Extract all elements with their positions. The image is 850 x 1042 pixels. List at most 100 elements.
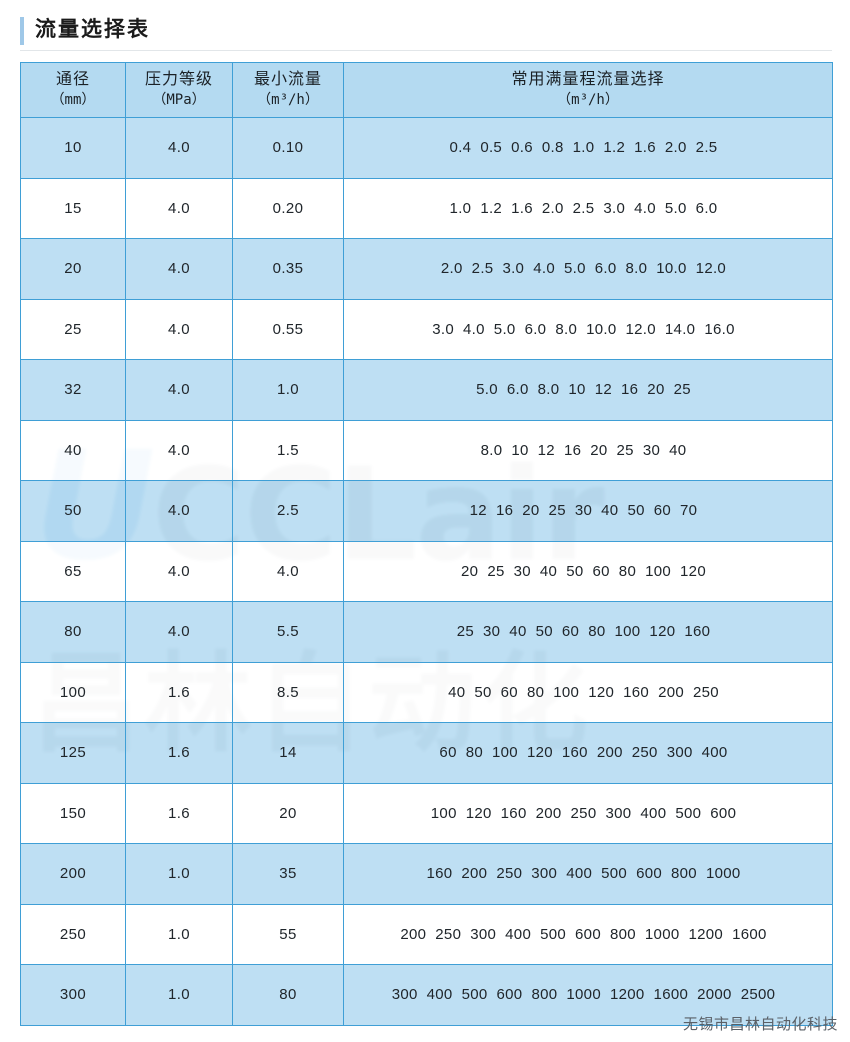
cell-minimum-flow: 14 <box>232 722 344 784</box>
cell-nominal-diameter: 150 <box>20 782 126 844</box>
flow-range-value: 80 <box>618 562 637 580</box>
flow-range-value: 100 <box>492 744 518 762</box>
flow-range-value: 500 <box>601 865 628 883</box>
flow-range-value: 600 <box>636 865 663 883</box>
cell-nominal-diameter: 250 <box>20 903 126 965</box>
cell-flow-range-list: 8.0 10 12 16 20 25 30 40 <box>343 419 833 481</box>
flow-range-value: 6.0 <box>695 199 718 217</box>
flow-range-value: 1.0 <box>572 139 595 157</box>
flow-range-value: 300 <box>666 744 693 762</box>
flow-range-value: 50 <box>627 502 645 520</box>
title-divider <box>20 50 832 51</box>
cell-pressure-rating: 1.0 <box>125 843 233 905</box>
table-body: 10 4.0 0.10 0.4 0.5 0.6 0.8 1.0 1.2 1.6 2.0 2.5 15 4.… <box>20 117 833 1026</box>
cell-minimum-flow: 1.0 <box>232 359 344 421</box>
flow-range-value: 200 <box>596 744 623 762</box>
flow-range-value: 300 <box>605 804 632 822</box>
table-row: 25 4.0 0.55 3.0 4.0 5.0 6.0 8.0 10.0 12.0 14.0 16.0 <box>20 298 833 360</box>
flow-range-value: 160 <box>561 744 588 762</box>
flow-range-value: 40 <box>539 562 558 580</box>
cell-pressure-rating: 4.0 <box>125 359 233 421</box>
cell-minimum-flow: 20 <box>232 782 344 844</box>
cell-minimum-flow: 55 <box>232 903 344 965</box>
cell-minimum-flow: 35 <box>232 843 344 905</box>
flow-range-value: 3.0 <box>502 260 525 278</box>
cell-pressure-rating: 1.0 <box>125 903 233 965</box>
column-header-minimum-flow: 最小流量 （m³/h） <box>232 62 344 118</box>
table-row: 32 4.0 1.0 5.0 6.0 8.0 10 12 16 20 25 <box>20 359 833 421</box>
flow-range-value: 8.0 <box>537 381 560 399</box>
flow-range-value: 6.0 <box>524 320 547 338</box>
cell-nominal-diameter: 80 <box>20 601 126 663</box>
flow-range-value: 40 <box>448 683 466 701</box>
flow-range-value: 0.4 <box>449 139 472 157</box>
flow-range-value: 16 <box>495 502 514 520</box>
cell-minimum-flow: 2.5 <box>232 480 344 542</box>
flow-range-value: 30 <box>483 623 501 641</box>
cell-pressure-rating: 4.0 <box>125 540 233 602</box>
cell-nominal-diameter: 125 <box>20 722 126 784</box>
flow-range-value: 800 <box>671 865 697 883</box>
column-header-nominal-diameter-unit: （mm） <box>50 92 96 108</box>
flow-range-value: 120 <box>465 804 492 822</box>
cell-minimum-flow: 4.0 <box>232 540 344 602</box>
flow-range-value: 300 <box>391 986 418 1004</box>
flow-range-value: 300 <box>470 925 497 943</box>
flow-selection-table: 通径 （mm） 压力等级 （MPa） 最小流量 （m³/h） 常用满量程流量选择… <box>20 62 833 1026</box>
cell-flow-range-list: 2.0 2.5 3.0 4.0 5.0 6.0 8.0 10.0 12.0 <box>343 238 833 300</box>
flow-range-value: 80 <box>588 623 606 641</box>
flow-range-value: 200 <box>400 925 427 943</box>
flow-range-value: 500 <box>461 986 488 1004</box>
flow-range-value: 10 <box>568 381 586 399</box>
flow-range-value: 2500 <box>740 986 776 1004</box>
flow-range-value: 120 <box>526 744 553 762</box>
cell-flow-range-list: 25 30 40 50 60 80 100 120 160 <box>343 601 833 663</box>
cell-pressure-rating: 1.6 <box>125 661 233 723</box>
page-header: 流量选择表 <box>0 14 850 52</box>
flow-range-value: 0.5 <box>480 139 503 157</box>
flow-range-value: 250 <box>435 925 462 943</box>
flow-range-value: 50 <box>474 683 492 701</box>
flow-range-value: 2.0 <box>664 139 687 157</box>
flow-range-value: 20 <box>461 562 479 580</box>
flow-range-value: 25 <box>487 562 505 580</box>
flow-range-value: 5.0 <box>476 381 498 399</box>
cell-nominal-diameter: 15 <box>20 177 126 239</box>
flow-range-value: 20 <box>522 502 540 520</box>
column-header-pressure-rating-unit: （MPa） <box>152 92 206 108</box>
flow-range-value: 1600 <box>732 925 767 943</box>
flow-range-value: 200 <box>535 804 562 822</box>
column-header-full-scale-flow-selection-label: 常用满量程流量选择 <box>511 71 665 88</box>
flow-range-value: 1.2 <box>603 139 626 157</box>
cell-pressure-rating: 4.0 <box>125 480 233 542</box>
cell-nominal-diameter: 32 <box>20 359 126 421</box>
flow-range-value: 12.0 <box>625 320 656 338</box>
cell-pressure-rating: 4.0 <box>125 177 233 239</box>
flow-range-value: 120 <box>680 562 706 580</box>
cell-nominal-diameter: 200 <box>20 843 126 905</box>
flow-range-value: 400 <box>640 804 667 822</box>
flow-range-value: 4.0 <box>533 260 555 278</box>
flow-range-value: 12 <box>537 441 555 459</box>
cell-pressure-rating: 4.0 <box>125 117 233 179</box>
cell-minimum-flow: 8.5 <box>232 661 344 723</box>
flow-range-value: 200 <box>658 683 684 701</box>
cell-nominal-diameter: 40 <box>20 419 126 481</box>
cell-flow-range-list: 200 250 300 400 500 600 800 1000 1200 1600 <box>343 903 833 965</box>
column-header-pressure-rating: 压力等级 （MPa） <box>125 62 233 118</box>
table-row: 10 4.0 0.10 0.4 0.5 0.6 0.8 1.0 1.2 1.6 2.0 2.5 <box>20 117 833 179</box>
flow-range-value: 3.0 <box>603 199 626 217</box>
flow-range-value: 60 <box>500 683 518 701</box>
flow-range-value: 16 <box>621 381 639 399</box>
flow-range-value: 30 <box>513 562 531 580</box>
flow-range-value: 5.0 <box>493 320 516 338</box>
flow-range-value: 70 <box>680 502 698 520</box>
cell-minimum-flow: 0.35 <box>232 238 344 300</box>
flow-range-value: 50 <box>535 623 553 641</box>
table-row: 150 1.6 20 100 120 160 200 250 300 400 500 600 <box>20 782 833 844</box>
flow-range-value: 800 <box>609 925 636 943</box>
table-row: 65 4.0 4.0 20 25 30 40 50 60 80 100 120 <box>20 540 833 602</box>
flow-range-value: 100 <box>430 804 457 822</box>
cell-flow-range-list: 40 50 60 80 100 120 160 200 250 <box>343 661 833 723</box>
flow-range-value: 60 <box>653 502 672 520</box>
